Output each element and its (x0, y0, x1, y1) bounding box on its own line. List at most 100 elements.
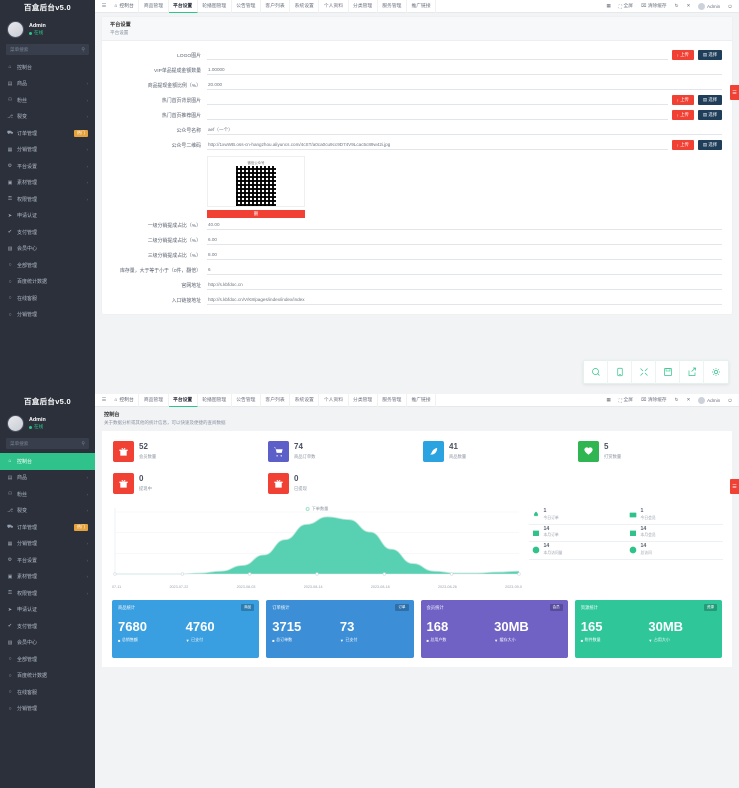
sidebar-item-15[interactable]: ○ 在线客服 (0, 684, 95, 701)
sidebar-item-2[interactable]: ▤ 商品 › (0, 76, 95, 93)
sidebar-item-10[interactable]: ➤ 申请认证 (0, 208, 95, 225)
select-button[interactable]: ▤ 选择 (697, 110, 722, 120)
upload-button[interactable]: ↑ 上传 (671, 95, 694, 105)
sidebar-item-16[interactable]: ○ 分销管理 (0, 701, 95, 718)
text-input[interactable]: 40.00 (207, 220, 722, 230)
summary-card-3[interactable]: 会员统计 会员 168 ■ 总用户数 30MB ▼ 缓存大小 (420, 600, 568, 658)
tab-2-dash[interactable]: 商品管理 (139, 394, 169, 407)
sidebar-item-9[interactable]: ⚿ 权限管理 › (0, 585, 95, 602)
tab-11[interactable]: 推广链接 (407, 0, 437, 13)
sidebar-item-12[interactable]: ▨ 会员中心 (0, 241, 95, 258)
tab-6-dash[interactable]: 客户列表 (261, 394, 291, 407)
sidebar-item-10[interactable]: ➤ 申请认证 (0, 602, 95, 619)
tab-9[interactable]: 分类管理 (349, 0, 378, 13)
nav-action-4-dash[interactable]: ↻ (671, 397, 683, 403)
select-button[interactable]: ▤ 选择 (697, 95, 722, 105)
sidebar-item-13[interactable]: ○ 全部管理 (0, 257, 95, 274)
sidebar-user[interactable]: Admin 在线 (0, 16, 95, 44)
tab-5[interactable]: 公告管理 (232, 0, 261, 13)
upload-button[interactable]: ↑ 上传 (671, 110, 694, 120)
tab-3-dash[interactable]: 平台设置 (168, 394, 198, 407)
tab-5-dash[interactable]: 公告管理 (232, 394, 261, 407)
tab-10-dash[interactable]: 服务管理 (378, 394, 407, 407)
sidebar-item-8[interactable]: ▣ 素材管理 › (0, 175, 95, 192)
summary-card-2[interactable]: 订单统计 订单 3715 ■ 总订单数 73 ▼ 已支付 (266, 600, 414, 658)
panel-toggle-icon[interactable]: ☰ (730, 85, 739, 100)
select-button[interactable]: ▤ 选择 (697, 140, 722, 150)
sidebar-item-4[interactable]: ⎇ 裂变 › (0, 109, 95, 126)
tab-3[interactable]: 平台设置 (168, 0, 198, 13)
tab-7[interactable]: 系统设置 (290, 0, 320, 13)
tab-11-dash[interactable]: 推广链接 (407, 394, 437, 407)
save-icon[interactable] (656, 360, 680, 384)
upload-button[interactable]: ↑ 上传 (671, 50, 694, 60)
tab-4[interactable]: 轮播图管理 (198, 0, 232, 13)
nav-action-7-dash[interactable]: ⏻ (724, 398, 736, 403)
stat-card-5[interactable]: 0 提现中 (107, 469, 262, 501)
sidebar-user-2[interactable]: Admin 在线 (0, 410, 95, 438)
nav-action-7[interactable]: ⏻ (724, 4, 736, 9)
tab-8[interactable]: 个人资料 (319, 0, 349, 13)
stat-card-6[interactable]: 0 已提现 (262, 469, 417, 501)
stat-card-1[interactable]: 52 会员数量 (107, 437, 262, 469)
text-input[interactable]: 6 (207, 265, 722, 275)
sidebar-item-15[interactable]: ○ 在线客服 (0, 290, 95, 307)
sidebar-item-16[interactable]: ○ 分销管理 (0, 307, 95, 324)
stat-card-2[interactable]: 74 商品订单数 (262, 437, 417, 469)
nav-action-2[interactable]: ⛶ 全屏 (615, 3, 637, 9)
tab-4-dash[interactable]: 轮播图管理 (198, 394, 232, 407)
text-input[interactable]: http://s.kbfdoc.cn/V/K8/pages/index/inde… (207, 295, 722, 305)
text-input[interactable]: aef（一个） (207, 125, 722, 135)
nav-action-5-dash[interactable]: ✕ (683, 397, 695, 403)
share-icon[interactable] (680, 360, 704, 384)
tab-1-dash[interactable]: ⌂ 控制台 (110, 394, 140, 407)
sidebar-item-5[interactable]: ⛟ 订单管理 热门 (0, 125, 95, 142)
sidebar-item-11[interactable]: ✔ 支付管理 (0, 618, 95, 635)
mobile-preview-icon[interactable] (608, 360, 632, 384)
sidebar-item-7[interactable]: ⚙ 平台设置 › (0, 552, 95, 569)
sidebar-item-14[interactable]: ○ 百度统计数据 (0, 274, 95, 291)
sidebar-item-1[interactable]: ⌂ 控制台 (0, 453, 95, 470)
sidebar-item-13[interactable]: ○ 全部管理 (0, 651, 95, 668)
floating-toolbar[interactable] (583, 360, 729, 384)
sidebar-item-3[interactable]: ⚇ 粉丝 › (0, 92, 95, 109)
upload-button[interactable]: ↑ 上传 (671, 140, 694, 150)
tab-8-dash[interactable]: 个人资料 (319, 394, 349, 407)
sidebar-item-12[interactable]: ▨ 会员中心 (0, 635, 95, 652)
panel-toggle-icon-dashboard[interactable]: ☰ (730, 479, 739, 494)
fullscreen-icon[interactable] (632, 360, 656, 384)
summary-card-4[interactable]: 资源统计 资源 165 ■ 附件数量 30MB ▼ 占用大小 (574, 600, 722, 658)
delete-image-button[interactable]: 删 (207, 209, 305, 218)
nav-action-3-dash[interactable]: ⌧ 清除缓存 (637, 397, 671, 403)
settings-icon[interactable] (704, 360, 728, 384)
tab-2[interactable]: 商品管理 (139, 0, 169, 13)
nav-action-6-dash[interactable]: Admin (694, 396, 724, 404)
menu-icon[interactable]: ☰ (101, 397, 107, 403)
sidebar-item-7[interactable]: ⚙ 平台设置 › (0, 158, 95, 175)
nav-action-1-dash[interactable]: ▦ (602, 397, 614, 403)
nav-action-5[interactable]: ✕ (683, 3, 695, 9)
tab-6[interactable]: 客户列表 (261, 0, 291, 13)
sidebar-item-9[interactable]: ⚿ 权限管理 › (0, 191, 95, 208)
text-input[interactable]: 1.00000 (207, 65, 722, 75)
text-input[interactable] (207, 95, 668, 105)
tab-9-dash[interactable]: 分类管理 (349, 394, 378, 407)
text-input[interactable]: 20.000 (207, 80, 722, 90)
text-input[interactable]: http://1xwWB.oss-cn-hangzhou.aliyuncs.co… (207, 140, 668, 150)
sidebar-item-3[interactable]: ⚇ 粉丝 › (0, 486, 95, 503)
tab-7-dash[interactable]: 系统设置 (290, 394, 320, 407)
sidebar-item-14[interactable]: ○ 百度统计数据 (0, 668, 95, 685)
sidebar-item-6[interactable]: ▦ 分销管理 › (0, 142, 95, 159)
sidebar-item-11[interactable]: ✔ 支付管理 (0, 224, 95, 241)
text-input[interactable] (207, 50, 668, 60)
text-input[interactable]: 6.00 (207, 235, 722, 245)
nav-action-6[interactable]: Admin (694, 2, 724, 10)
text-input[interactable]: http://s.kbfdoc.cn (207, 280, 722, 290)
tab-10[interactable]: 服务管理 (378, 0, 407, 13)
search-input[interactable]: 菜单搜索 ⚲ (6, 44, 89, 55)
stat-card-4[interactable]: 5 打赏数量 (572, 437, 727, 469)
text-input[interactable]: 8.00 (207, 250, 722, 260)
nav-action-2-dash[interactable]: ⛶ 全屏 (615, 397, 637, 403)
zoom-icon[interactable] (584, 360, 608, 384)
sidebar-item-2[interactable]: ▤ 商品 › (0, 470, 95, 487)
